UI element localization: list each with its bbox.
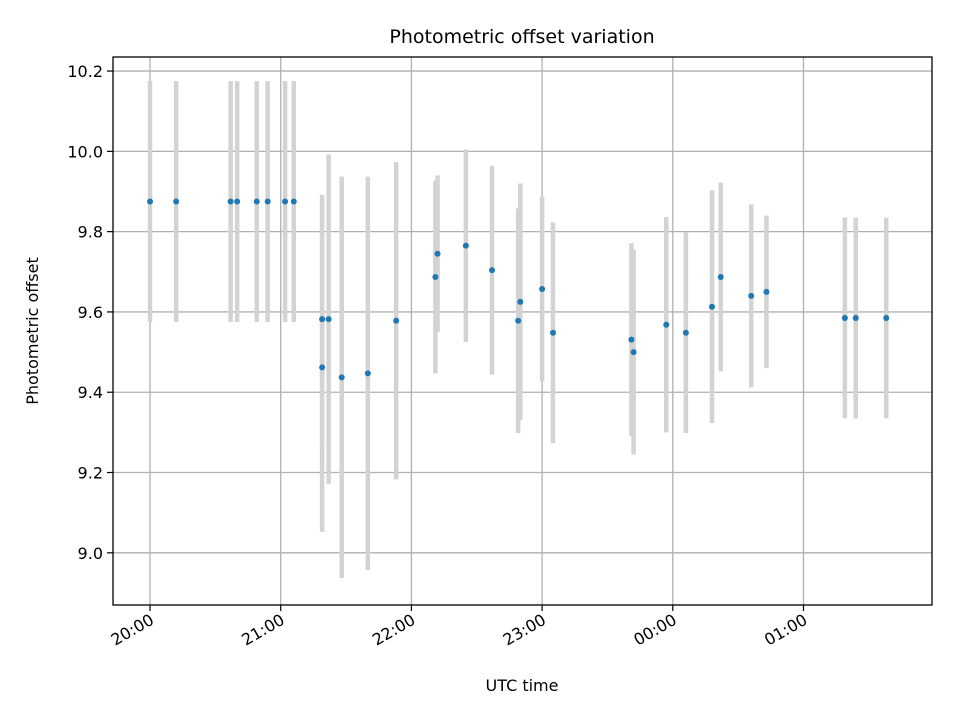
data-point — [628, 336, 635, 343]
x-axis-label: UTC time — [486, 676, 559, 695]
data-point — [462, 242, 469, 249]
data-point — [234, 198, 241, 205]
data-point — [319, 364, 326, 371]
data-points — [147, 198, 890, 381]
data-point — [663, 321, 670, 328]
data-point — [682, 329, 689, 336]
data-point — [264, 198, 271, 205]
axis-ticks: 9.0 9.2 9.4 9.6 9.8 10.0 10.2 20:00 21:00 22:00 23… — [67, 62, 810, 649]
data-point — [709, 303, 716, 310]
y-tick-label: 9.4 — [78, 383, 103, 402]
y-tick-label: 10.2 — [67, 62, 103, 81]
y-tick-label: 9.6 — [78, 303, 103, 322]
x-tick-label: 01:00 — [761, 610, 810, 650]
data-point — [147, 198, 154, 205]
data-point — [364, 370, 371, 377]
data-point — [253, 198, 260, 205]
chart-title: Photometric offset variation — [389, 26, 654, 48]
data-point — [173, 198, 180, 205]
y-tick-label: 9.2 — [78, 464, 103, 483]
data-point — [549, 329, 556, 336]
x-tick-label: 22:00 — [369, 610, 418, 650]
x-tick-label: 00:00 — [630, 610, 679, 650]
y-tick-label: 9.0 — [78, 544, 103, 563]
data-point — [290, 198, 297, 205]
x-tick-label: 21:00 — [238, 610, 287, 650]
data-point — [325, 316, 332, 323]
error-bars — [147, 81, 889, 579]
y-tick-label: 9.8 — [78, 223, 103, 242]
data-point — [489, 267, 496, 274]
data-point — [883, 314, 890, 321]
data-point — [434, 250, 441, 257]
data-point — [717, 274, 724, 281]
data-point — [852, 314, 859, 321]
data-point — [630, 349, 637, 356]
data-point — [517, 298, 524, 305]
y-axis-label: Photometric offset — [23, 257, 42, 405]
data-point — [841, 314, 848, 321]
data-point — [432, 274, 439, 281]
data-point — [515, 317, 522, 324]
data-point — [539, 286, 546, 293]
data-point — [748, 292, 755, 299]
data-point — [338, 374, 345, 381]
data-point — [763, 288, 770, 295]
x-tick-label: 20:00 — [108, 610, 157, 650]
plot-frame — [112, 56, 933, 606]
x-tick-label: 23:00 — [500, 610, 549, 650]
y-tick-label: 10.0 — [67, 142, 103, 161]
data-point — [393, 317, 400, 324]
data-point — [319, 316, 326, 323]
data-point — [227, 198, 234, 205]
data-point — [282, 198, 289, 205]
